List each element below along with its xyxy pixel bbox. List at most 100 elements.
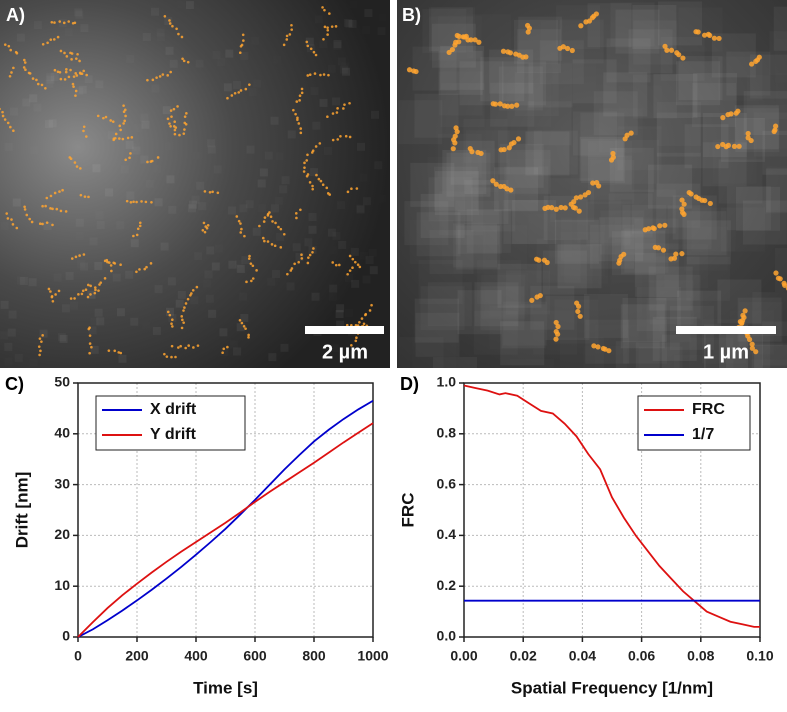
texture bbox=[366, 256, 374, 264]
texture bbox=[305, 62, 313, 70]
texture bbox=[34, 21, 42, 29]
fluorescent-spot bbox=[358, 265, 362, 269]
texture bbox=[363, 197, 371, 205]
fluorescent-spot bbox=[50, 294, 54, 298]
fluorescent-spot bbox=[664, 47, 670, 53]
fluorescent-spot bbox=[239, 231, 243, 234]
y-tick-label: 0.2 bbox=[437, 577, 457, 593]
microscopy-image-b bbox=[397, 0, 787, 402]
fluorescent-spot bbox=[89, 293, 92, 296]
fluorescent-spot bbox=[72, 75, 76, 78]
fluorescent-spot bbox=[490, 178, 496, 184]
fluorescent-spot bbox=[498, 147, 504, 153]
texture bbox=[193, 152, 201, 160]
fluorescent-spot bbox=[180, 35, 184, 39]
texture bbox=[762, 130, 787, 175]
texture bbox=[243, 45, 251, 53]
texture bbox=[228, 260, 237, 269]
fluorescent-spot bbox=[79, 167, 82, 170]
fluorescent-spot bbox=[107, 349, 111, 352]
texture bbox=[773, 6, 787, 51]
fluorescent-spot bbox=[336, 107, 339, 110]
x-tick-label: 800 bbox=[302, 648, 326, 664]
fluorescent-spot bbox=[277, 225, 280, 229]
fluorescent-spot bbox=[339, 134, 342, 138]
fluorescent-spot bbox=[449, 46, 456, 53]
fluorescent-spot bbox=[166, 117, 170, 121]
texture bbox=[333, 39, 342, 48]
texture bbox=[499, 143, 544, 188]
fluorescent-spot bbox=[206, 224, 210, 227]
texture bbox=[160, 242, 169, 251]
texture bbox=[166, 175, 175, 184]
fluorescent-spot bbox=[96, 114, 100, 118]
fluorescent-spot bbox=[80, 72, 84, 76]
texture bbox=[151, 85, 159, 93]
texture bbox=[658, 1, 703, 46]
fluorescent-spot bbox=[125, 199, 129, 203]
fluorescent-spot bbox=[300, 87, 304, 91]
fluorescent-spot bbox=[192, 346, 195, 349]
fluorescent-spot bbox=[319, 73, 322, 77]
fluorescent-spot bbox=[294, 212, 298, 215]
fluorescent-spot bbox=[39, 349, 42, 353]
fluorescent-spot bbox=[741, 314, 747, 321]
fluorescent-spot bbox=[578, 23, 584, 29]
fluorescent-spot bbox=[107, 261, 111, 264]
texture bbox=[225, 49, 234, 58]
fluorescent-spot bbox=[75, 74, 79, 77]
fluorescent-spot bbox=[262, 220, 266, 223]
texture bbox=[251, 37, 259, 45]
texture bbox=[438, 50, 483, 95]
fluorescent-spot bbox=[184, 302, 188, 305]
texture bbox=[620, 304, 665, 349]
texture bbox=[219, 328, 228, 337]
fluorescent-spot bbox=[354, 339, 358, 343]
x-tick-label: 1000 bbox=[357, 648, 388, 664]
fluorescent-spot bbox=[171, 24, 174, 28]
fluorescent-spot bbox=[58, 70, 62, 74]
texture bbox=[369, 266, 378, 275]
texture bbox=[94, 261, 103, 270]
fluorescent-spot bbox=[121, 137, 125, 141]
texture bbox=[237, 265, 246, 274]
fluorescent-spot bbox=[135, 200, 138, 204]
texture bbox=[502, 61, 547, 106]
fluorescent-spot bbox=[749, 345, 755, 351]
fluorescent-spot bbox=[240, 321, 244, 325]
fluorescent-spot bbox=[326, 115, 329, 119]
scale-bar-label: 2 µm bbox=[322, 341, 368, 363]
fluorescent-spot bbox=[681, 211, 687, 217]
fluorescent-spot bbox=[576, 208, 582, 214]
y-tick-label: 0.8 bbox=[437, 425, 457, 441]
fluorescent-spot bbox=[652, 244, 658, 251]
fluorescent-spot bbox=[65, 68, 68, 71]
fluorescent-spot bbox=[180, 326, 184, 330]
legend-label: 1/7 bbox=[692, 426, 714, 443]
fluorescent-spot bbox=[293, 262, 296, 266]
fluorescent-spot bbox=[51, 207, 54, 211]
fluorescent-spot bbox=[38, 337, 42, 340]
texture bbox=[287, 282, 295, 290]
texture bbox=[581, 138, 626, 183]
fluorescent-spot bbox=[87, 195, 90, 199]
plot-frame bbox=[77, 382, 374, 638]
fluorescent-spot bbox=[336, 138, 340, 141]
fluorescent-spot bbox=[138, 221, 142, 225]
fluorescent-spot bbox=[242, 39, 245, 42]
texture bbox=[154, 285, 163, 294]
texture bbox=[432, 357, 477, 402]
fluorescent-spot bbox=[3, 43, 7, 46]
texture bbox=[17, 277, 25, 285]
fluorescent-spot bbox=[322, 73, 326, 76]
fluorescent-spot bbox=[749, 341, 755, 347]
fluorescent-spot bbox=[616, 260, 622, 266]
fluorescent-spot bbox=[574, 300, 580, 306]
fluorescent-spot bbox=[354, 324, 358, 327]
fluorescent-spot bbox=[348, 101, 351, 105]
fluorescent-spot bbox=[290, 267, 294, 270]
fluorescent-spot bbox=[138, 268, 141, 271]
fluorescent-spot bbox=[338, 263, 341, 267]
fluorescent-spot bbox=[497, 101, 503, 107]
fluorescent-spot bbox=[300, 91, 304, 95]
